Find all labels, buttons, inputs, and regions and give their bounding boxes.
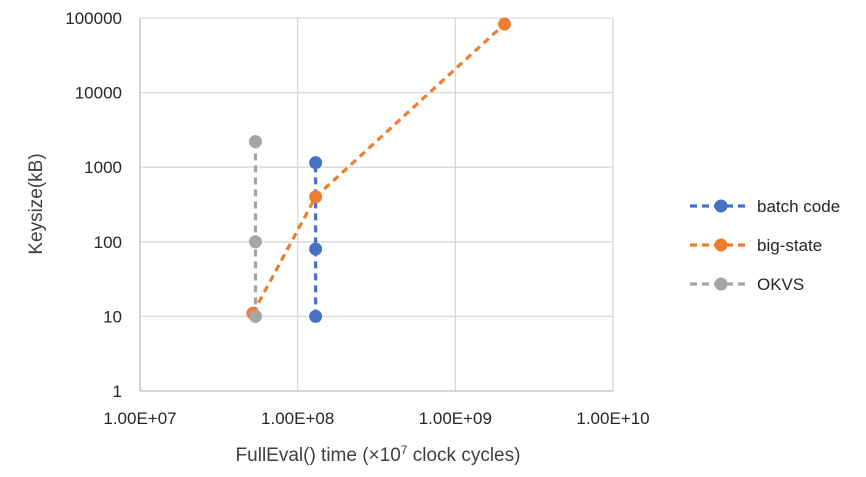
data-point-okvs	[248, 235, 262, 249]
x-tick-label: 1.00E+09	[419, 409, 492, 428]
legend-label: OKVS	[757, 275, 804, 294]
data-point-big-state	[497, 17, 511, 31]
x-axis-title: FullEval() time (×107 clock cycles)	[236, 443, 521, 466]
y-tick-label: 100	[94, 233, 122, 252]
legend-swatch-marker	[714, 238, 728, 252]
plot-area	[246, 17, 511, 323]
data-point-batch-code	[309, 242, 323, 256]
y-tick-label: 1000	[84, 158, 122, 177]
data-point-batch-code	[309, 156, 323, 170]
x-tick-label: 1.00E+07	[103, 409, 176, 428]
legend-swatch-marker	[714, 277, 728, 291]
y-tick-label: 10	[103, 307, 122, 326]
gridlines	[140, 17, 614, 391]
data-point-okvs	[248, 309, 262, 323]
legend-item: big-state	[690, 236, 822, 255]
legend-label: batch code	[757, 197, 840, 216]
y-tick-label: 1	[113, 382, 122, 401]
y-tick-label: 10000	[75, 84, 122, 103]
data-point-big-state	[309, 190, 323, 204]
legend-item: OKVS	[690, 275, 804, 294]
legend-swatch-marker	[714, 199, 728, 213]
axes	[139, 18, 613, 392]
data-point-batch-code	[309, 309, 323, 323]
legend-item: batch code	[690, 197, 840, 216]
legend-label: big-state	[757, 236, 822, 255]
x-tick-label: 1.00E+08	[261, 409, 334, 428]
legend: batch code big-state OKVS	[690, 197, 840, 294]
series-line-big-state	[251, 22, 506, 315]
y-axis-title: Keysize(kB)	[26, 153, 47, 254]
y-tick-labels: 1 10 100 1000 10000 100000	[65, 9, 122, 401]
x-tick-labels: 1.00E+07 1.00E+08 1.00E+09 1.00E+10	[103, 409, 649, 428]
data-point-okvs	[248, 135, 262, 149]
x-tick-label: 1.00E+10	[576, 409, 649, 428]
y-tick-label: 100000	[65, 9, 122, 28]
